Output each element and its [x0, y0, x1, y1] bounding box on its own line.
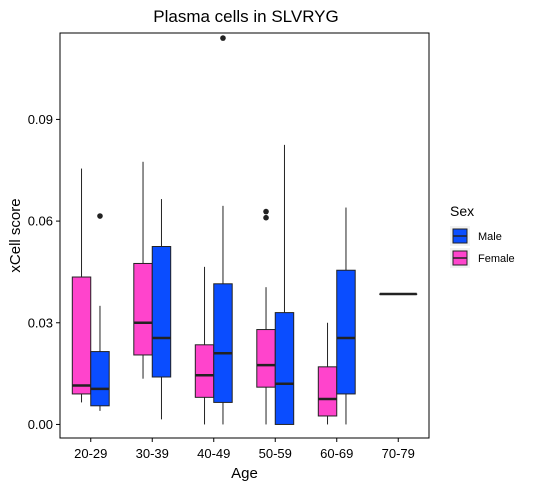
- outlier-point: [220, 35, 226, 41]
- outlier-point: [263, 214, 269, 221]
- box-male-60-69: [336, 207, 356, 425]
- x-tick-label: 40-49: [197, 446, 230, 461]
- box-male-30-39: [151, 199, 172, 420]
- x-tick-label: 60-69: [320, 446, 353, 461]
- legend: Sex Male Female: [450, 203, 515, 268]
- box-female-70-79: [379, 292, 418, 296]
- box-body: [194, 344, 215, 398]
- box-male-40-49: [213, 35, 233, 425]
- x-tick-label: 50-59: [259, 446, 292, 461]
- box-body: [336, 269, 356, 395]
- legend-label-male: Male: [478, 231, 502, 243]
- outlier-point: [263, 208, 269, 215]
- box-female-20-29: [71, 168, 92, 403]
- box-body: [133, 262, 153, 356]
- x-tick-label: 20-29: [74, 446, 107, 461]
- y-tick-label: 0.03: [28, 315, 53, 330]
- box-body: [274, 312, 295, 425]
- legend-title: Sex: [450, 203, 474, 219]
- plot-panel: [59, 32, 430, 439]
- box-body: [151, 246, 172, 378]
- chart-title: Plasma cells in SLVRYG: [153, 7, 339, 26]
- boxes-layer: [71, 35, 418, 425]
- box-body: [71, 276, 92, 395]
- box-female-60-69: [317, 322, 338, 425]
- x-tick-label: 30-39: [136, 446, 169, 461]
- box-male-20-29: [90, 213, 110, 411]
- outlier-point: [97, 213, 103, 219]
- box-body: [317, 366, 338, 417]
- x-axis: 20-29 30-39 40-49 50-59 60-69 70-79: [74, 438, 415, 461]
- box-female-50-59: [256, 208, 276, 425]
- x-axis-title: Age: [231, 465, 258, 482]
- y-tick-label: 0.00: [28, 417, 53, 432]
- box-body: [90, 351, 110, 407]
- box-body: [213, 283, 233, 403]
- box-male-50-59: [274, 144, 295, 425]
- x-tick-label: 70-79: [382, 446, 415, 461]
- legend-label-female: Female: [478, 253, 515, 265]
- y-tick-label: 0.06: [28, 214, 53, 229]
- y-axis: 0.00 0.03 0.06 0.09: [28, 112, 60, 432]
- y-tick-label: 0.09: [28, 112, 53, 127]
- y-axis-title: xCell score: [7, 198, 24, 272]
- box-body: [256, 329, 276, 388]
